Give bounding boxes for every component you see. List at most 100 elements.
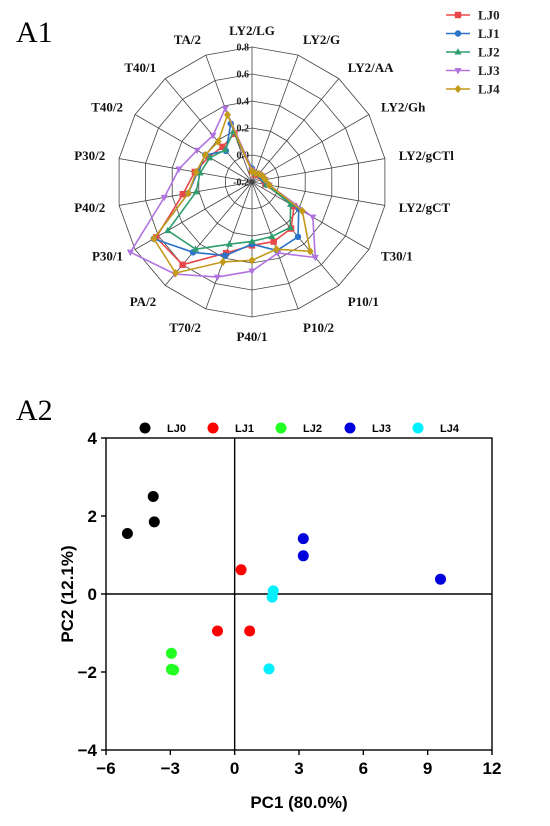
scatter-y-tick-label: −4 bbox=[78, 741, 98, 760]
radar-series-lj4 bbox=[150, 110, 314, 278]
radar-point-lj4 bbox=[192, 167, 200, 177]
radar-spoke bbox=[251, 158, 386, 183]
radar-point-lj4 bbox=[272, 245, 280, 254]
radar-point-lj2 bbox=[225, 240, 233, 247]
legend-marker-lj2 bbox=[454, 48, 462, 55]
scatter-x-tick-label: 3 bbox=[294, 759, 303, 778]
legend-marker-lj3 bbox=[454, 67, 462, 75]
panel-label-a1: A1 bbox=[16, 16, 53, 49]
radar-axis-label-p10-1: P10/1 bbox=[348, 294, 379, 309]
radar-axis-labels: LY2/LG LY2/G LY2/AA LY2/Gh LY2/gCTl LY2/gCT T3… bbox=[74, 23, 454, 344]
radar-point-lj3 bbox=[175, 166, 183, 173]
radar-point-lj2 bbox=[164, 226, 172, 234]
scatter-legend: LJ0 LJ1 LJ2 LJ3 LJ4 bbox=[139, 422, 460, 435]
legend-marker-lj1 bbox=[454, 30, 462, 37]
scatter-axes: −6 −3 0 3 6 9 12 −4 −2 0 2 4 bbox=[78, 429, 502, 778]
radar-axis-label-p40-1: P40/1 bbox=[236, 329, 267, 344]
scatter-point-lj2 bbox=[168, 664, 180, 676]
radar-point-lj4 bbox=[224, 110, 232, 119]
scatter-point-lj3 bbox=[297, 533, 309, 545]
radar-axis-label-ly2-gh: LY2/Gh bbox=[381, 100, 426, 115]
radar-radial-tick-label: 0.8 bbox=[237, 43, 250, 54]
radar-axis-label-p10-2: P10/2 bbox=[303, 320, 334, 335]
radar-chart: 0.80.60.40.20.0-0.2 LY2/LGLY2/GLY2/AALY2… bbox=[74, 8, 500, 345]
scatter-x-tick-label: 12 bbox=[483, 759, 502, 778]
radar-point-lj3 bbox=[193, 147, 201, 155]
radar-point-lj2 bbox=[286, 223, 294, 231]
scatter-x-tick-label: −6 bbox=[96, 759, 115, 778]
radar-spoke bbox=[118, 158, 253, 183]
scatter-point-lj1 bbox=[235, 564, 247, 576]
scatter-legend-marker-lj0 bbox=[139, 422, 151, 434]
radar-spoke bbox=[251, 181, 386, 206]
scatter-legend-label-lj0: LJ0 bbox=[167, 423, 186, 435]
scatter-point-lj3 bbox=[297, 550, 309, 562]
scatter-series-lj3 bbox=[297, 533, 446, 585]
radar-point-lj4 bbox=[261, 175, 269, 184]
radar-axis-label-t30-1: T30/1 bbox=[381, 249, 413, 264]
legend-label-lj3: LJ3 bbox=[478, 63, 500, 78]
radar-point-lj3 bbox=[126, 249, 134, 257]
radar-point-lj2 bbox=[206, 153, 214, 161]
scatter-point-lj3 bbox=[435, 573, 446, 585]
radar-spoke bbox=[251, 114, 370, 183]
radar-point-lj3 bbox=[209, 132, 217, 140]
radar-point-lj4 bbox=[248, 167, 256, 176]
radar-axis-label-ly2-gct: LY2/gCT bbox=[399, 200, 451, 215]
scatter-point-lj1 bbox=[244, 625, 256, 637]
scatter-point-lj2 bbox=[165, 647, 177, 659]
radar-radial-tick-label: -0.2 bbox=[233, 178, 249, 189]
scatter-x-tick-label: 6 bbox=[359, 759, 368, 778]
radar-point-lj1 bbox=[222, 252, 229, 259]
radar-radial-tick-label: 0.4 bbox=[237, 97, 250, 108]
radar-point-lj0 bbox=[179, 190, 187, 198]
radar-point-lj2 bbox=[221, 146, 229, 153]
radar-spoke bbox=[251, 55, 299, 183]
radar-point-lj3 bbox=[309, 214, 317, 221]
scatter-point-lj0 bbox=[148, 516, 160, 528]
radar-axis-label-ly2-g: LY2/G bbox=[303, 32, 340, 47]
radar-spoke bbox=[134, 114, 253, 183]
radar-axis-label-pa-2: PA/2 bbox=[130, 294, 156, 309]
scatter-point-lj1 bbox=[212, 625, 223, 637]
radar-spoke bbox=[164, 78, 253, 183]
radar-point-lj3 bbox=[248, 268, 256, 275]
scatter-x-tick-label: 9 bbox=[423, 759, 432, 778]
legend-label-lj1: LJ1 bbox=[478, 26, 500, 41]
scatter-point-lj0 bbox=[121, 528, 133, 539]
scatter-series-lj2 bbox=[165, 647, 180, 676]
legend-marker-lj4 bbox=[454, 84, 462, 94]
radar-point-lj4 bbox=[201, 150, 209, 160]
radar-axis-label-p30-1: P30/1 bbox=[92, 249, 123, 264]
radar-radial-tick-label: 0.0 bbox=[237, 151, 250, 162]
legend-marker-lj0 bbox=[454, 11, 462, 19]
radar-axis-label-p30-2: P30/2 bbox=[74, 148, 105, 163]
scatter-series-lj1 bbox=[212, 564, 256, 637]
radar-point-lj0 bbox=[179, 261, 186, 268]
radar-point-lj3 bbox=[221, 105, 229, 113]
scatter-x-tick-label: 0 bbox=[230, 759, 239, 778]
scatter-legend-label-lj2: LJ2 bbox=[303, 423, 322, 435]
scatter-legend-marker-lj1 bbox=[207, 422, 219, 434]
scatter-point-lj4 bbox=[266, 591, 278, 603]
scatter-legend-marker-lj2 bbox=[275, 422, 287, 434]
radar-point-lj0 bbox=[270, 238, 277, 245]
scatter-series-lj4 bbox=[263, 585, 279, 675]
radar-spoke bbox=[164, 181, 253, 286]
legend-label-lj0: LJ0 bbox=[478, 8, 500, 23]
radar-axis-label-ta-2: TA/2 bbox=[174, 32, 201, 47]
scatter-points bbox=[121, 491, 446, 676]
radar-radial-tick-label: 0.2 bbox=[237, 124, 250, 135]
scatter-point-lj0 bbox=[147, 491, 159, 502]
radar-point-lj2 bbox=[192, 188, 200, 195]
scatter-x-tick-label: −3 bbox=[161, 759, 180, 778]
panel-label-a2: A2 bbox=[16, 394, 53, 427]
scatter-legend-marker-lj3 bbox=[344, 422, 356, 434]
scatter-y-tick-label: 2 bbox=[88, 507, 97, 526]
radar-axis-label-t40-2: T40/2 bbox=[91, 100, 123, 115]
radar-point-lj4 bbox=[298, 206, 306, 216]
scatter-point-lj4 bbox=[263, 663, 275, 675]
radar-point-lj3 bbox=[311, 254, 319, 262]
legend-label-lj2: LJ2 bbox=[478, 45, 500, 60]
